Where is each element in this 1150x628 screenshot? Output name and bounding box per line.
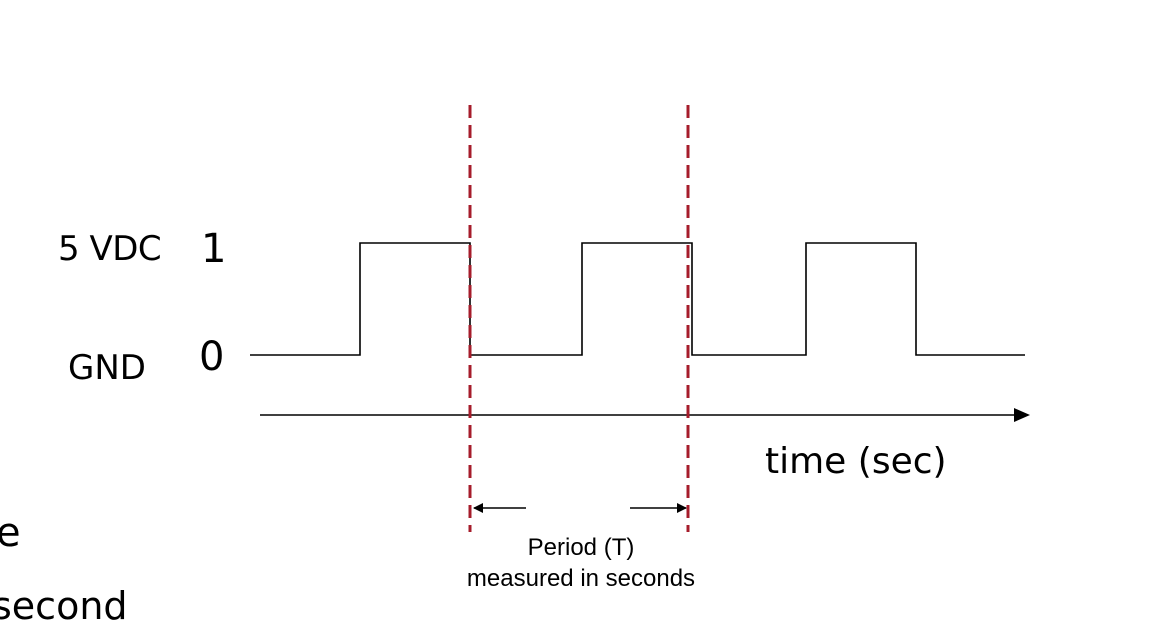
period-label: Period (T): [527, 534, 635, 561]
logic-low-label: 0: [199, 334, 225, 380]
time-axis-label: time (sec): [765, 441, 947, 482]
square-wave-signal: [250, 242, 1025, 356]
square-wave-diagram: [250, 105, 1030, 532]
cropped-text-fragment: e: [0, 510, 21, 556]
ground-label: GND: [68, 348, 146, 388]
high-voltage-label: 5 VDC: [58, 229, 162, 269]
period-units-label: measured in seconds: [466, 565, 696, 592]
time-axis-arrowhead: [1014, 408, 1030, 422]
logic-high-label: 1: [201, 226, 227, 272]
